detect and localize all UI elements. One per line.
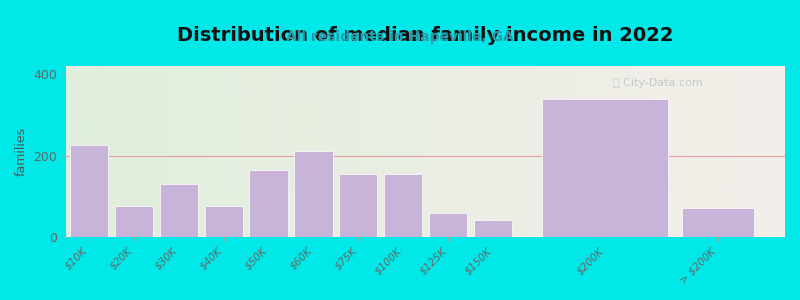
Bar bbox=[474, 220, 512, 237]
Bar bbox=[682, 208, 754, 237]
Bar bbox=[429, 213, 467, 237]
Bar bbox=[114, 206, 153, 237]
Bar bbox=[250, 170, 288, 237]
Text: All residents in Hapeville, GA: All residents in Hapeville, GA bbox=[286, 30, 514, 44]
Text: ⓘ City-Data.com: ⓘ City-Data.com bbox=[613, 78, 702, 88]
Y-axis label: families: families bbox=[15, 127, 28, 176]
Bar bbox=[160, 184, 198, 237]
Bar bbox=[339, 174, 378, 237]
Bar bbox=[542, 99, 668, 237]
Bar bbox=[70, 145, 108, 237]
Title: Distribution of median family income in 2022: Distribution of median family income in … bbox=[178, 26, 674, 45]
Bar bbox=[294, 152, 333, 237]
Bar bbox=[384, 174, 422, 237]
Bar bbox=[205, 206, 242, 237]
